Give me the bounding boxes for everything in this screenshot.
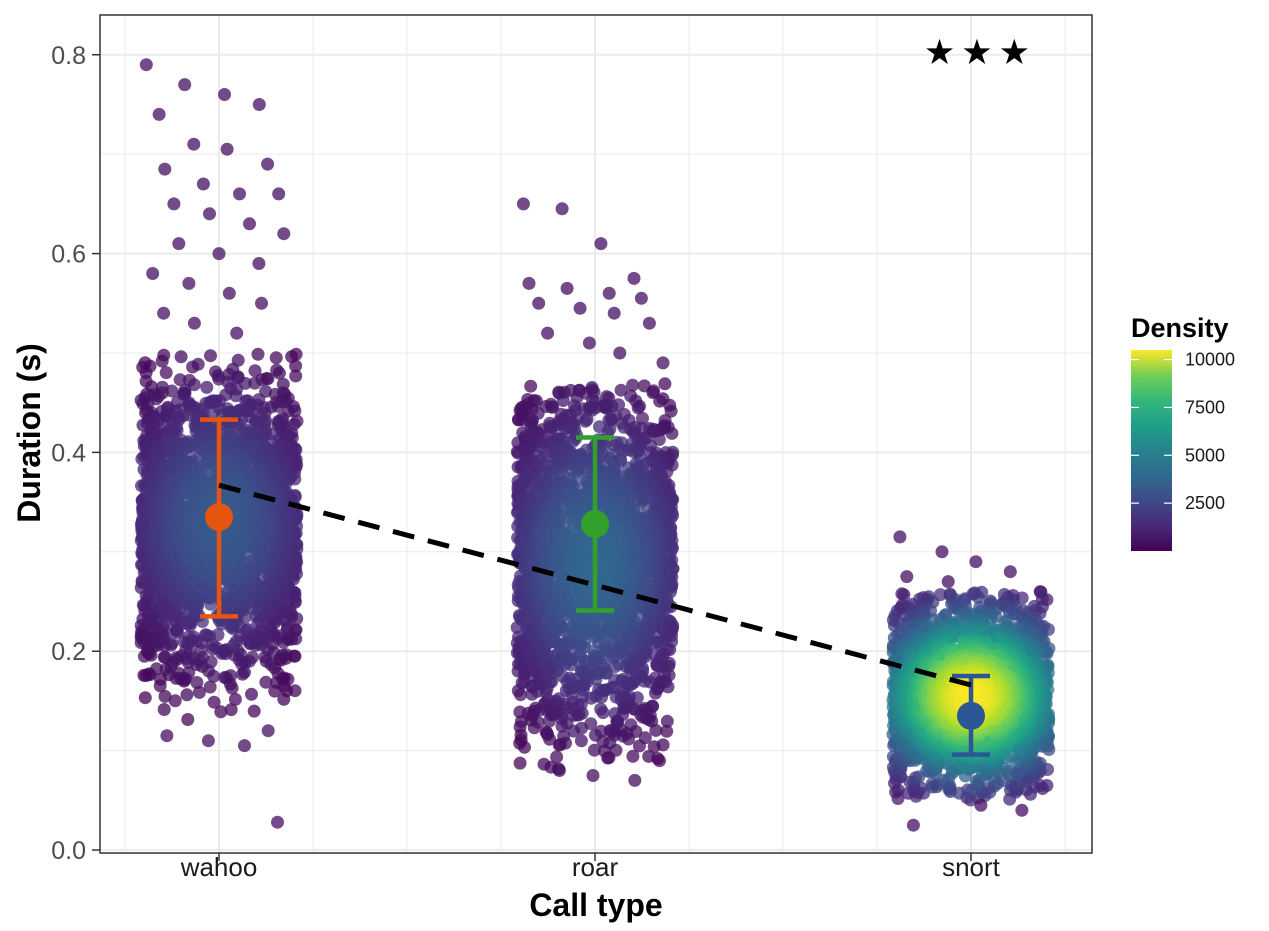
data-point [247,704,261,718]
data-point [180,688,194,702]
data-point [170,423,184,437]
data-point [203,680,217,694]
data-point [617,420,631,434]
data-point [642,749,656,763]
jitter-points [134,58,1056,832]
data-point [660,714,674,728]
data-point [228,692,242,706]
data-point [229,389,243,403]
data-point [187,378,201,392]
data-point [626,749,640,763]
data-point [207,695,221,709]
data-point [626,378,640,392]
data-point [660,724,674,738]
data-point [557,729,571,743]
data-point [214,705,228,719]
data-point [636,411,649,425]
data-point [165,384,179,398]
data-point [168,694,182,708]
data-point [246,650,259,664]
data-point [182,666,196,680]
data-point [251,347,265,361]
data-point [614,383,628,397]
data-point [190,676,204,689]
data-point [248,376,262,390]
data-point [556,394,570,407]
data-point [157,703,171,716]
data-point [155,354,169,368]
data-point [594,724,608,738]
data-point [159,366,173,380]
data-point [211,628,225,642]
data-point [272,366,286,380]
data-point [638,731,652,745]
data-point [594,702,608,716]
data-point [653,394,667,408]
data-point [245,687,258,701]
data-point [637,379,651,393]
data-point [574,734,588,748]
data-point [224,669,238,683]
data-point [269,351,283,365]
data-point [150,662,164,676]
data-point [539,725,553,739]
data-point [204,349,217,363]
data-point [173,373,187,387]
data-point [513,756,527,770]
data-point [550,750,564,764]
data-point [546,400,560,414]
data-point [658,377,672,391]
data-point [289,369,303,383]
data-point [174,350,188,364]
data-point [158,689,172,703]
data-point [289,359,303,373]
data-point [587,743,601,757]
data-point [149,392,163,406]
data-point [631,401,645,415]
data-point [248,364,262,378]
data-point [187,630,201,644]
data-point [198,628,212,642]
data-point [138,691,152,705]
data-point [192,685,206,699]
data-point [584,717,598,731]
data-point [578,414,592,428]
data-point [624,718,638,732]
data-point [224,703,238,717]
data-point [592,682,606,696]
data-point [647,740,661,754]
data-point [599,401,613,415]
data-point [200,380,214,394]
data-point [552,692,566,706]
data-point [186,360,200,374]
data-point [165,636,179,650]
data-point [664,404,678,418]
data-point [259,675,273,689]
data-point [524,379,538,393]
data-point [181,713,195,726]
